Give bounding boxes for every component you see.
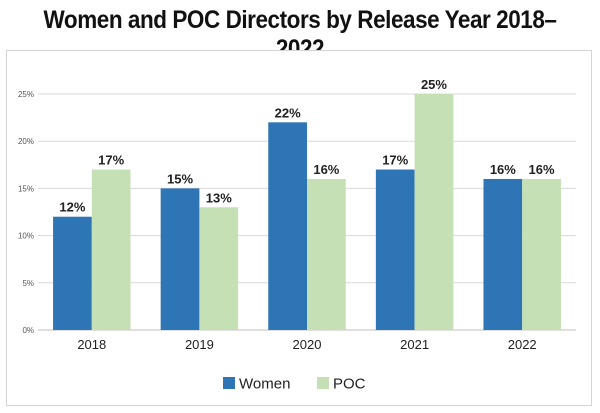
y-tick-label: 10% [18, 232, 34, 241]
x-category-label: 2018 [77, 337, 106, 352]
data-label: 15% [167, 171, 193, 186]
data-label: 16% [490, 162, 516, 177]
bar-poc-2022 [522, 178, 561, 330]
legend-swatch-poc [317, 377, 329, 389]
bar-women-2022 [483, 178, 523, 330]
bars [53, 94, 561, 330]
bar-poc-2020 [307, 178, 346, 330]
data-label: 17% [98, 153, 124, 168]
legend-label-poc: POC [333, 376, 366, 393]
x-category-label: 2021 [400, 337, 429, 352]
bar-women-2021 [375, 169, 415, 330]
y-tick-label: 0% [22, 326, 34, 335]
legend-label-women: Women [239, 376, 290, 393]
x-category-label: 2019 [185, 337, 214, 352]
legend: Women POC [223, 376, 366, 393]
data-label: 12% [59, 200, 85, 215]
bar-women-2020 [268, 122, 307, 330]
data-label: 25% [421, 77, 447, 92]
bar-poc-2021 [414, 94, 454, 330]
x-axis-categories: 2018 2019 2020 2021 2022 [77, 337, 536, 352]
bar-poc-2019 [199, 207, 239, 330]
y-tick-label: 5% [22, 279, 34, 288]
y-tick-label: 20% [18, 137, 34, 146]
data-label: 17% [382, 153, 408, 168]
data-label: 16% [529, 162, 555, 177]
x-category-label: 2020 [293, 337, 322, 352]
y-tick-label: 15% [18, 184, 34, 193]
y-tick-label: 25% [18, 90, 34, 99]
bar-women-2018 [53, 216, 92, 330]
bar-poc-2018 [91, 169, 131, 330]
x-category-label: 2022 [508, 337, 537, 352]
data-label: 16% [313, 162, 339, 177]
data-label: 13% [206, 190, 232, 205]
bar-women-2019 [160, 188, 200, 330]
data-label: 22% [275, 105, 301, 120]
data-labels: 12% 17% 15% 13% 22% 16% 17% 25% 16% 16% [59, 77, 555, 215]
chart-title: Women and POC Directors by Release Year … [43, 6, 557, 63]
y-axis-ticks: 0% 5% 10% 15% 20% 25% [18, 90, 34, 335]
legend-swatch-women [223, 377, 235, 389]
